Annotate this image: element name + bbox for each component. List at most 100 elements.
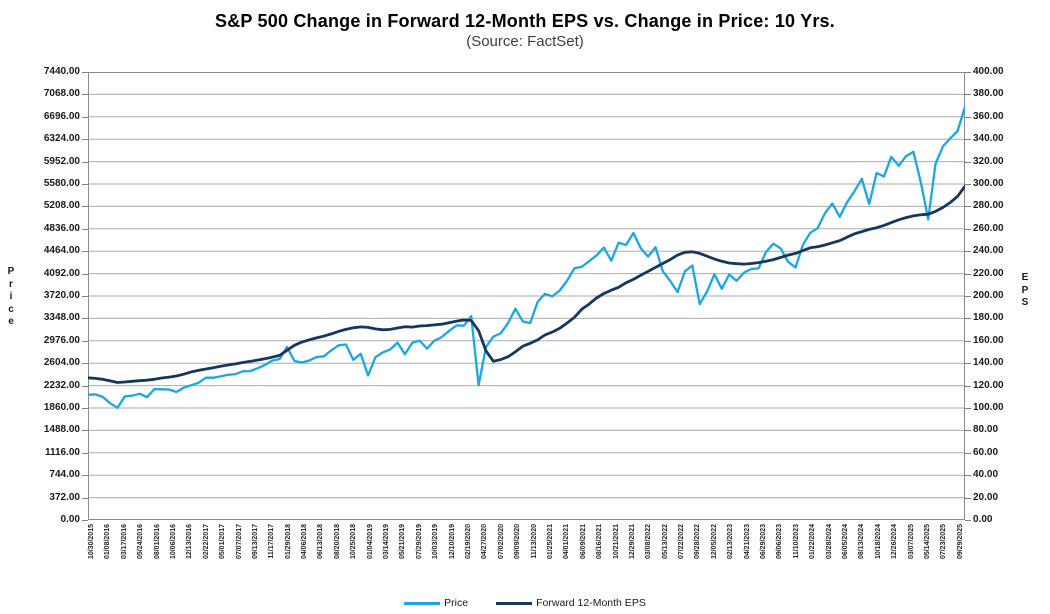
axis-tick-mark <box>965 475 971 477</box>
x-tick-label: 05/14/2025 <box>923 524 931 560</box>
axis-tick-mark <box>965 206 971 208</box>
y-tick-label-left: 5952.00 <box>43 155 80 167</box>
x-tick-label: 10/03/2019 <box>432 524 440 560</box>
axis-tick-mark <box>82 184 88 185</box>
axis-tick-mark <box>965 139 971 141</box>
axis-tick-mark <box>965 296 971 297</box>
x-tick-label: 08/16/2021 <box>596 524 604 560</box>
y-tick-label-right: 40.00 <box>973 469 999 481</box>
y-tick-label-left: 4092.00 <box>43 267 80 279</box>
x-tick-label: 10/21/2021 <box>612 524 620 560</box>
axis-tick-mark <box>965 184 971 185</box>
axis-tick-mark <box>965 228 971 230</box>
y-tick-label-left: 2232.00 <box>43 379 80 391</box>
x-tick-label: 04/27/2020 <box>481 524 489 560</box>
y-tick-label-left: 6324.00 <box>43 133 80 145</box>
x-tick-label: 05/21/2019 <box>399 524 407 560</box>
y-tick-label-left: 744.00 <box>49 469 80 481</box>
y-tick-label-right: 80.00 <box>973 424 999 436</box>
y-tick-label-left: 372.00 <box>49 491 80 503</box>
y-tick-label-left: 6696.00 <box>43 110 80 122</box>
x-tick-label: 06/13/2018 <box>317 524 325 560</box>
x-tick-label: 05/24/2016 <box>137 524 145 560</box>
x-tick-label: 03/14/2019 <box>383 524 391 560</box>
x-tick-label: 06/05/2024 <box>841 524 849 560</box>
axis-tick-mark <box>82 520 88 521</box>
x-tick-label: 06/09/2021 <box>579 524 587 560</box>
axis-tick-mark <box>82 296 88 297</box>
y-tick-label-right: 120.00 <box>973 379 1004 391</box>
x-tick-label: 09/09/2020 <box>514 524 522 560</box>
axis-tick-mark <box>965 116 971 118</box>
axis-tick-mark <box>82 430 88 432</box>
axis-tick-mark <box>82 385 88 387</box>
x-tick-label: 11/13/2020 <box>530 524 538 559</box>
y-tick-label-left: 1860.00 <box>43 402 80 413</box>
axis-tick-mark <box>82 206 88 208</box>
x-tick-label: 07/22/2022 <box>678 524 686 560</box>
y-tick-label-left: 7440.00 <box>43 66 80 77</box>
axis-tick-mark <box>82 475 88 477</box>
y-tick-label-right: 300.00 <box>973 178 1004 189</box>
y-tick-label-left: 4836.00 <box>43 222 80 234</box>
y-tick-label-left: 5208.00 <box>43 200 80 212</box>
legend-item-price: Price <box>404 597 468 609</box>
chart-title: S&P 500 Change in Forward 12-Month EPS v… <box>215 11 835 31</box>
x-tick-label: 04/06/2018 <box>301 524 309 560</box>
y-tick-label-right: 200.00 <box>973 290 1004 301</box>
chart-subtitle: (Source: FactSet) <box>466 33 584 50</box>
legend-label-price: Price <box>444 597 469 609</box>
axis-tick-mark <box>82 72 88 73</box>
axis-tick-mark <box>965 452 971 454</box>
x-tick-label: 12/26/2024 <box>891 524 899 560</box>
eps-line-swatch <box>496 601 533 605</box>
x-tick-label: 07/02/2020 <box>497 524 505 560</box>
axis-tick-mark <box>82 94 88 96</box>
axis-tick-mark <box>82 161 88 163</box>
x-tick-label: 12/29/2021 <box>628 524 636 560</box>
y-tick-label-right: 380.00 <box>973 88 1004 100</box>
x-tick-label: 12/13/2016 <box>186 524 194 560</box>
x-tick-label: 05/01/2017 <box>219 524 227 560</box>
x-tick-label: 12/10/2019 <box>448 524 456 560</box>
x-tick-label: 10/06/2016 <box>169 524 177 560</box>
x-tick-label: 08/20/2018 <box>333 524 341 560</box>
y-tick-label-right: 260.00 <box>973 222 1004 234</box>
x-tick-label: 01/04/2019 <box>366 524 374 560</box>
x-tick-label: 10/25/2018 <box>350 524 358 560</box>
plot-area <box>88 72 965 520</box>
y-tick-label-right: 160.00 <box>973 334 1004 346</box>
axis-tick-mark <box>82 452 88 454</box>
axis-tick-mark <box>965 497 971 499</box>
y-tick-label-right: 340.00 <box>973 133 1004 145</box>
axis-tick-mark <box>965 251 971 253</box>
axis-tick-mark <box>965 161 971 163</box>
x-tick-label: 08/13/2024 <box>858 524 866 560</box>
y-tick-label-left: 3720.00 <box>43 290 80 301</box>
y-tick-label-left: 4464.00 <box>43 245 80 257</box>
x-tick-label: 02/19/2020 <box>464 524 472 560</box>
chart-plot <box>88 72 965 520</box>
y-tick-label-right: 180.00 <box>973 312 1004 324</box>
y-tick-label-left: 1488.00 <box>43 424 80 436</box>
axis-tick-mark <box>965 385 971 387</box>
axis-tick-mark <box>82 363 88 365</box>
price-line <box>88 105 965 409</box>
x-tick-label: 01/22/2024 <box>809 524 817 560</box>
y-tick-label-left: 0.00 <box>60 514 80 525</box>
x-tick-label: 09/13/2017 <box>251 524 259 560</box>
x-tick-label: 04/01/2021 <box>563 524 571 560</box>
plot-border <box>88 72 965 520</box>
legend-item-eps: Forward 12-Month EPS <box>496 597 646 609</box>
y-tick-label-right: 360.00 <box>973 110 1004 122</box>
x-tick-label: 07/23/2025 <box>940 524 948 560</box>
x-tick-label: 07/07/2017 <box>235 524 243 560</box>
axis-tick-mark <box>82 116 88 118</box>
x-tick-label: 08/01/2016 <box>153 524 161 560</box>
axis-tick-mark <box>965 363 971 365</box>
x-tick-label: 04/21/2023 <box>743 524 751 560</box>
axis-tick-mark <box>82 273 88 275</box>
x-tick-label: 06/29/2023 <box>760 524 768 560</box>
price-line-swatch <box>404 601 441 605</box>
